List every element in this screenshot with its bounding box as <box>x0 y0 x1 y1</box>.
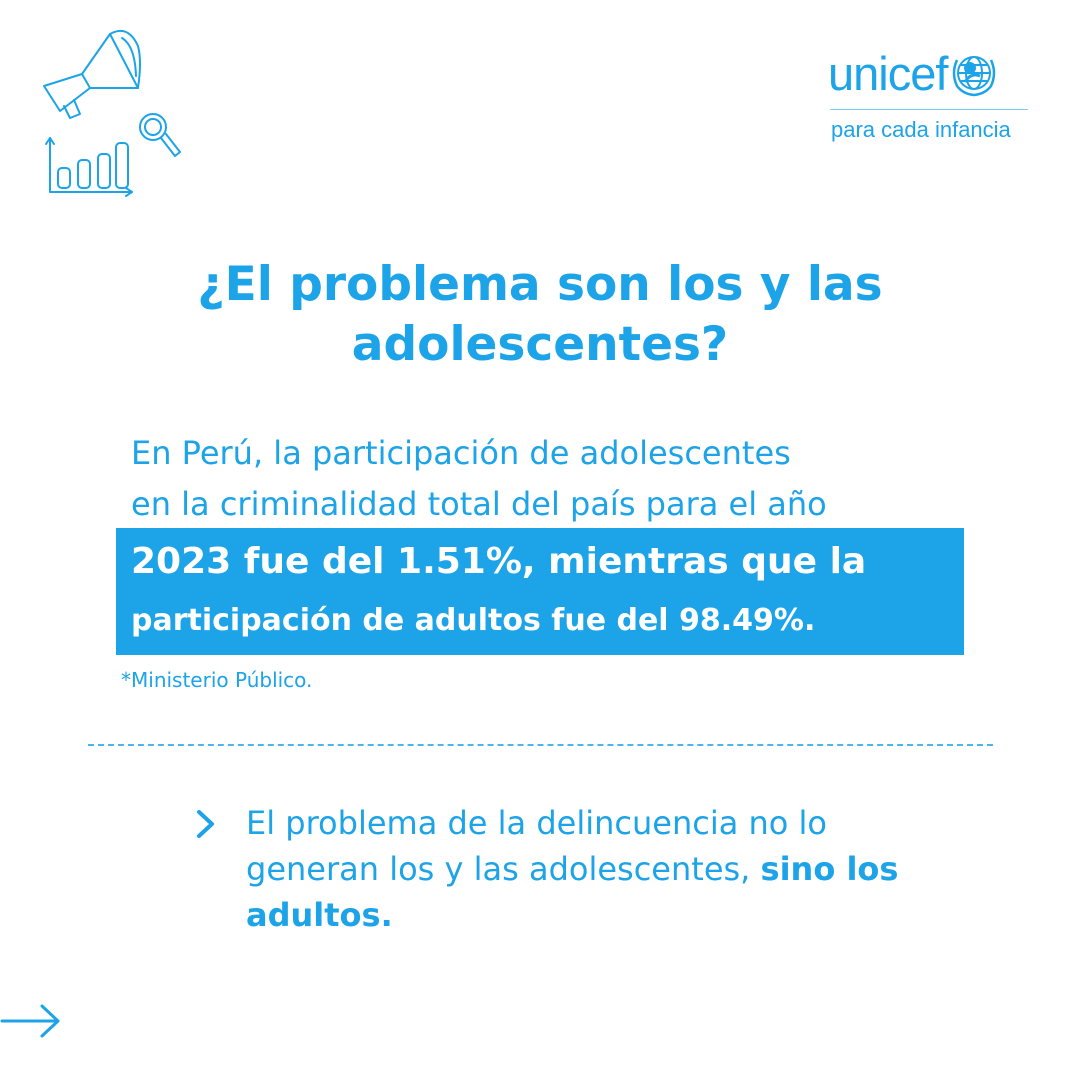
source-note: *Ministerio Público. <box>121 668 313 692</box>
key-point-text: El problema de la delincuencia no lo gen… <box>246 800 906 938</box>
title-line-2: adolescentes? <box>351 317 729 372</box>
highlight-line-2: participación de adultos fue del 98.49%. <box>131 603 816 638</box>
chevron-right-icon <box>197 810 214 838</box>
title-line-1: ¿El problema son los y las <box>197 257 883 312</box>
logo-wordmark: unicef <box>828 46 948 100</box>
bar-chart-icon <box>45 137 133 197</box>
intro-line-1: En Perú, la participación de adolescente… <box>131 434 791 472</box>
megaphone-icon <box>43 30 141 119</box>
decoration-doodle <box>43 30 181 197</box>
logo-tagline: para cada infancia <box>831 117 1011 142</box>
key-point-emphasis: sino los adultos. <box>246 850 899 934</box>
page-title: ¿El problema son los y las adolescentes? <box>80 255 1000 375</box>
intro-line-2: en la criminalidad total del país para e… <box>131 485 827 523</box>
intro-text: En Perú, la participación de adolescente… <box>131 428 951 530</box>
unicef-emblem-icon <box>953 56 996 97</box>
highlight-box: 2023 fue del 1.51%, mientras que la part… <box>116 528 964 655</box>
magnifier-icon <box>139 113 181 157</box>
unicef-logo: unicef para cada infancia <box>828 42 1033 141</box>
highlight-line-1: 2023 fue del 1.51%, mientras que la <box>131 541 867 582</box>
key-point-body: El problema de la delincuencia no lo gen… <box>246 804 827 888</box>
arrow-right-icon[interactable] <box>0 1001 62 1041</box>
logo-divider <box>830 109 1028 110</box>
dashed-divider <box>88 744 993 746</box>
